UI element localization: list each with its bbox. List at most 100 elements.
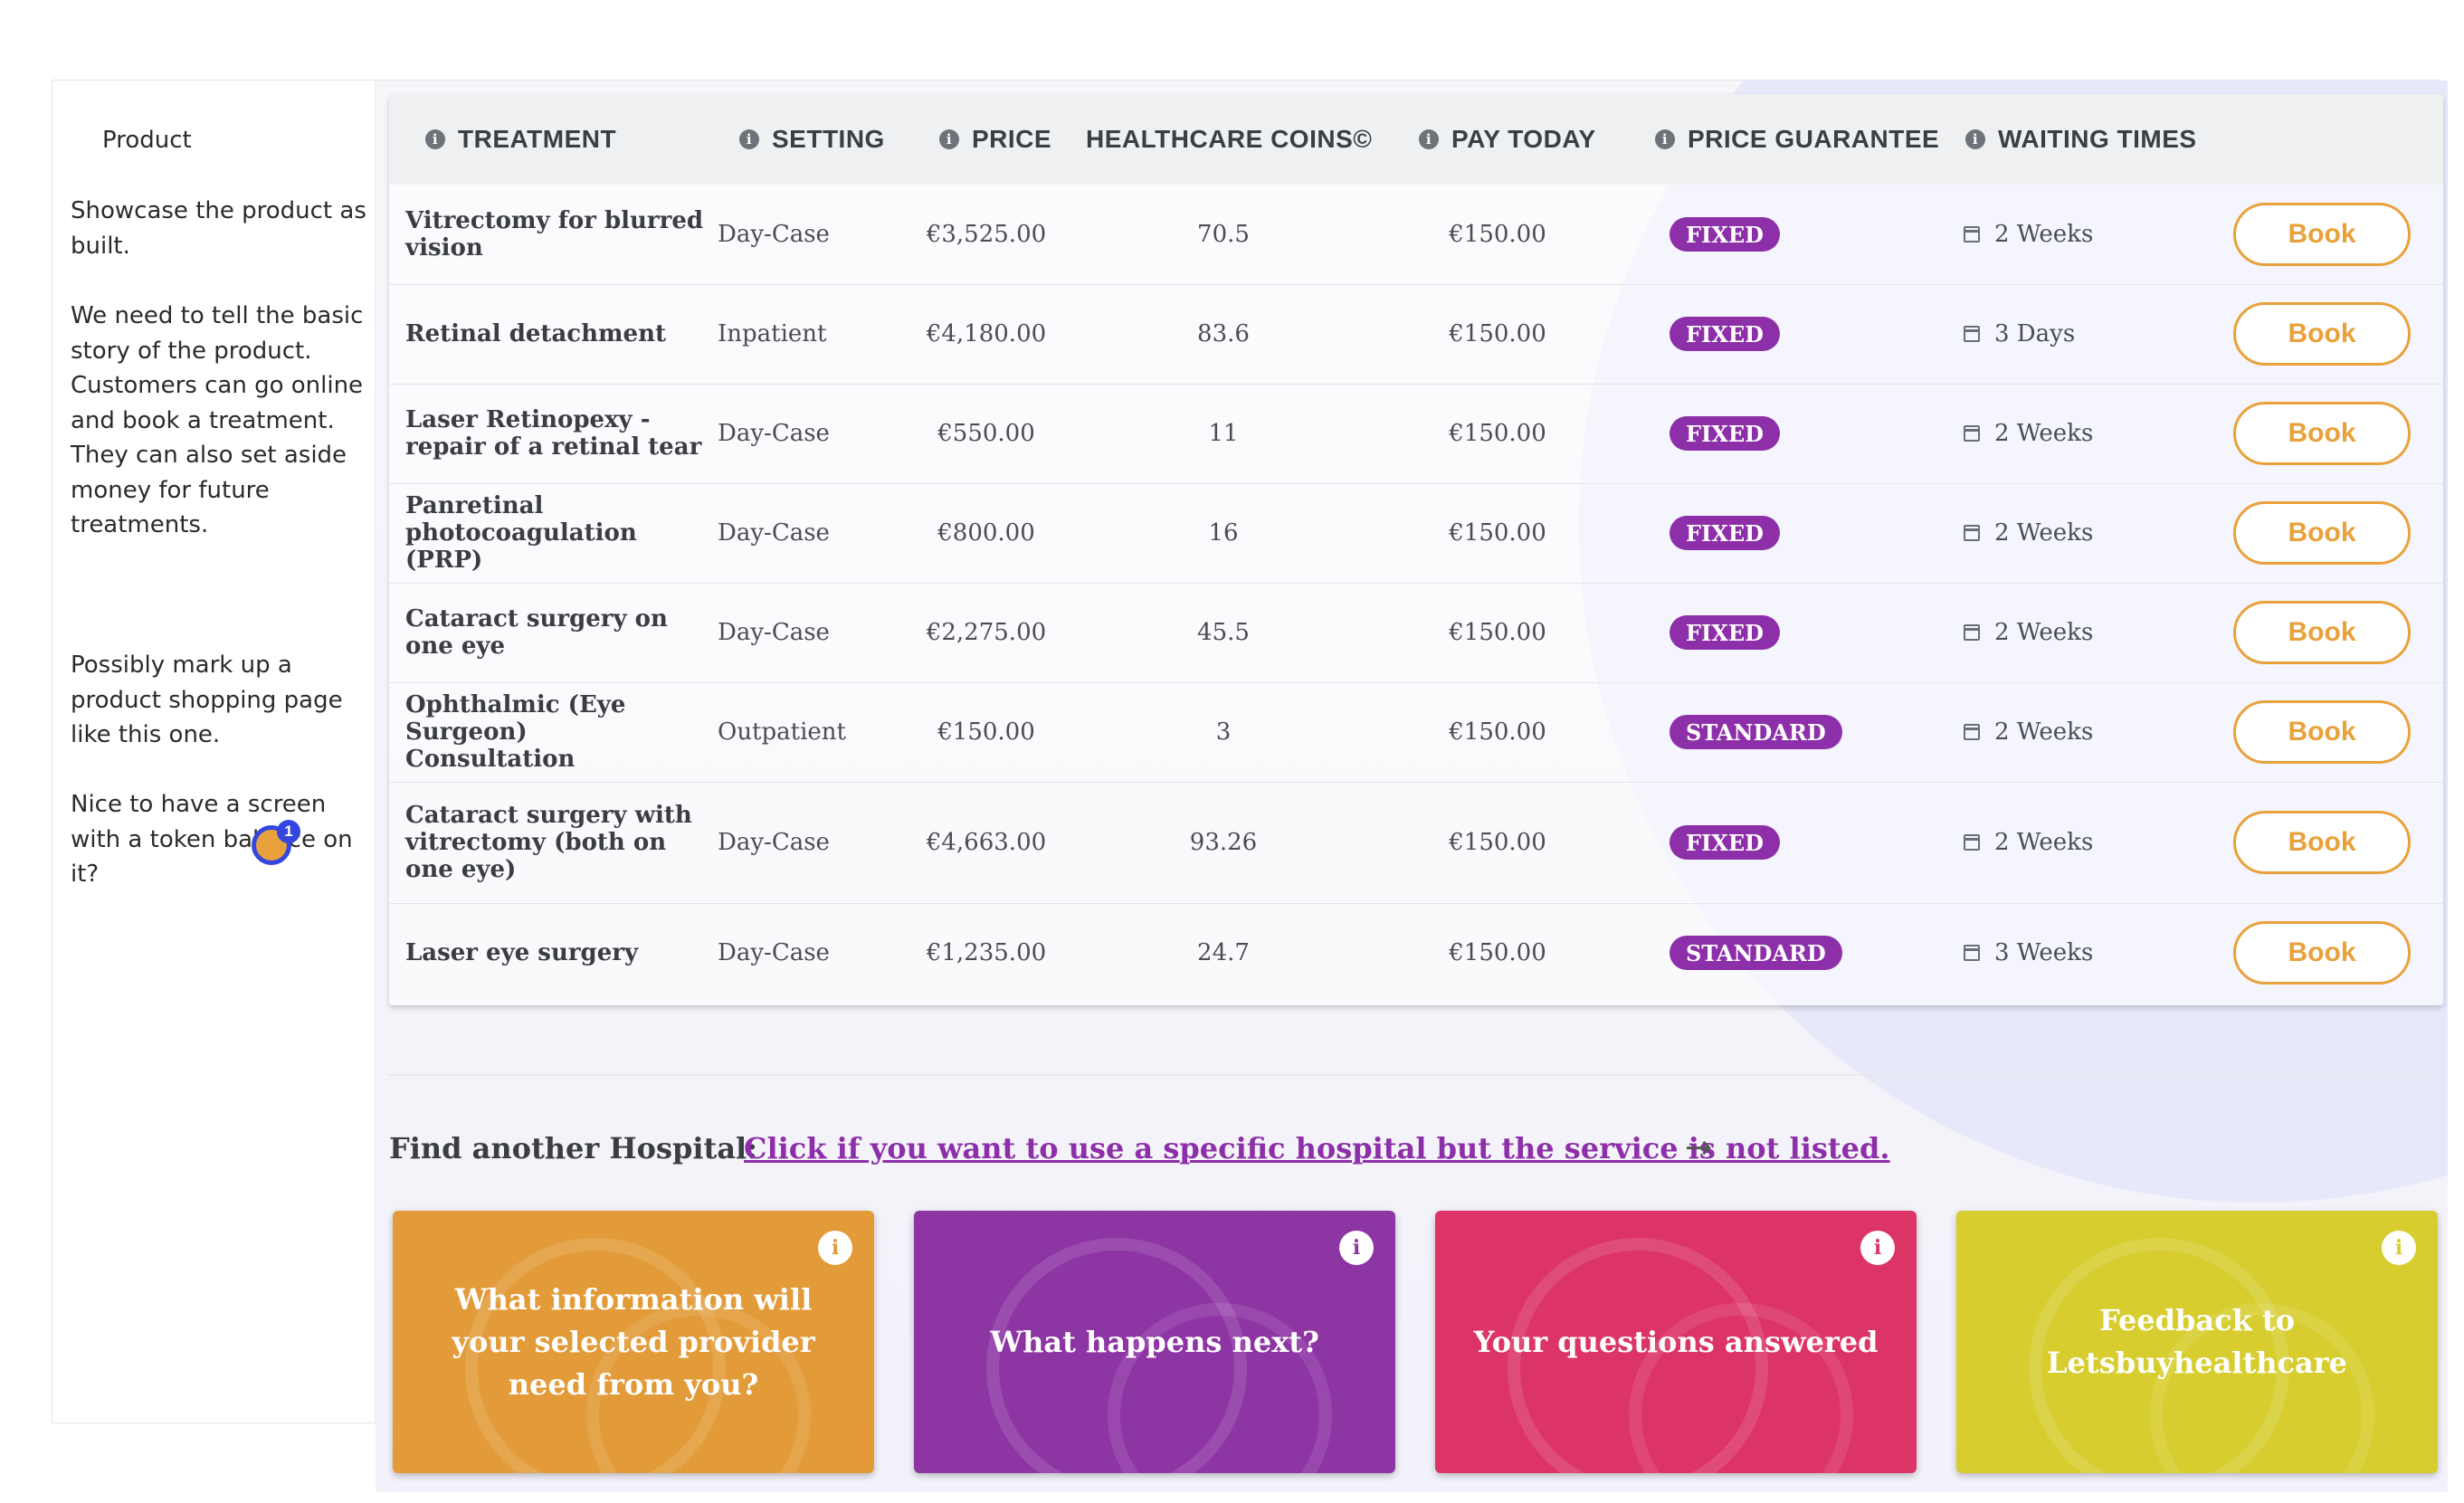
header-waiting-times[interactable]: i WAITING TIMES	[1965, 94, 2197, 185]
waiting-time-cell: 2 Weeks	[1964, 583, 2093, 682]
book-button[interactable]: Book	[2233, 811, 2411, 874]
notes-paragraph-1: Showcase the product as built.	[71, 197, 366, 260]
card-title: Feedback to Letsbuyhealthcare	[2047, 1303, 2347, 1380]
price-guarantee-badge: STANDARD	[1670, 715, 1842, 749]
setting-value: Day-Case	[718, 519, 830, 547]
pay-today-value: €150.00	[1449, 619, 1546, 646]
treatment-name: Panretinal photocoagulation (PRP)	[405, 492, 637, 574]
table-row	[389, 384, 2443, 484]
info-icon[interactable]: i	[1419, 129, 1439, 149]
price-value: €150.00	[937, 718, 1035, 746]
waiting-time-value: 2 Weeks	[1994, 519, 2094, 547]
card-title: What happens next?	[990, 1324, 1319, 1359]
pay-today-value: €150.00	[1449, 829, 1546, 856]
card-what-happens-next[interactable]: i What happens next?	[914, 1211, 1395, 1473]
book-button[interactable]: Book	[2233, 700, 2411, 764]
table-row	[389, 782, 2443, 904]
price-guarantee-cell: FIXED	[1670, 583, 1780, 682]
calendar-icon	[1964, 226, 1980, 243]
notes-title: Product	[102, 127, 192, 154]
book-button[interactable]: Book	[2233, 302, 2411, 366]
table-row	[389, 483, 2443, 584]
cursor-count-badge: 1	[277, 820, 300, 843]
info-icon[interactable]: i	[739, 129, 759, 149]
notes-panel	[52, 81, 376, 1422]
price-value: €4,180.00	[926, 320, 1047, 347]
card-provider-information[interactable]: i What information will your selected pr…	[393, 1211, 874, 1473]
header-price-guarantee[interactable]: i PRICE GUARANTEE	[1655, 94, 1939, 185]
waiting-time-value: 2 Weeks	[1994, 420, 2094, 447]
waiting-time-cell: 2 Weeks	[1964, 682, 2093, 782]
book-button[interactable]: Book	[2233, 501, 2411, 565]
waiting-time-value: 3 Days	[1994, 320, 2076, 347]
price-guarantee-cell: STANDARD	[1670, 903, 1842, 1003]
setting-value: Day-Case	[718, 221, 830, 248]
book-button[interactable]: Book	[2233, 203, 2411, 266]
pay-today-value: €150.00	[1449, 519, 1546, 547]
info-icon[interactable]: i	[1339, 1231, 1374, 1265]
book-button[interactable]: Book	[2233, 402, 2411, 465]
card-questions-answered[interactable]: i Your questions answered	[1435, 1211, 1917, 1473]
treatment-name: Cataract surgery on one eye	[405, 605, 668, 660]
card-feedback[interactable]: i Feedback to Letsbuyhealthcare	[1956, 1211, 2438, 1473]
header-treatment[interactable]: i TREATMENT	[425, 94, 616, 185]
table-row	[389, 903, 2443, 1004]
price-guarantee-cell: FIXED	[1670, 384, 1780, 483]
header-price[interactable]: i PRICE	[939, 94, 1051, 185]
info-icon[interactable]: i	[425, 129, 445, 149]
waiting-time-value: 2 Weeks	[1994, 718, 2094, 746]
price-guarantee-cell: STANDARD	[1670, 682, 1842, 782]
coins-value: 83.6	[1197, 320, 1250, 347]
price-guarantee-cell: FIXED	[1670, 185, 1780, 284]
price-guarantee-badge: STANDARD	[1670, 936, 1842, 970]
treatment-name: Laser Retinopexy - repair of a retinal t…	[405, 406, 702, 461]
info-icon[interactable]: i	[939, 129, 959, 149]
price-value: €4,663.00	[926, 829, 1047, 856]
setting-value: Day-Case	[718, 829, 830, 856]
info-icon[interactable]: i	[1860, 1231, 1895, 1265]
coins-value: 93.26	[1189, 829, 1258, 856]
waiting-time-cell: 2 Weeks	[1964, 782, 2093, 903]
card-title: Your questions answered	[1473, 1324, 1879, 1359]
coins-value: 24.7	[1197, 939, 1250, 966]
waiting-time-cell: 2 Weeks	[1964, 483, 2093, 583]
price-guarantee-badge: FIXED	[1670, 317, 1780, 351]
calendar-icon	[1964, 624, 1980, 641]
price-guarantee-badge: FIXED	[1670, 416, 1780, 451]
coins-value: 16	[1208, 519, 1239, 547]
card-title: What information will your selected prov…	[452, 1281, 815, 1402]
treatment-name: Cataract surgery with vitrectomy (both o…	[405, 802, 692, 883]
info-icon[interactable]: i	[1965, 129, 1985, 149]
waiting-time-value: 2 Weeks	[1994, 829, 2094, 856]
book-button[interactable]: Book	[2233, 921, 2411, 985]
setting-value: Day-Case	[718, 619, 830, 646]
notes-paragraph-3: Possibly mark up a product shopping page…	[71, 652, 343, 748]
waiting-time-value: 3 Weeks	[1994, 939, 2094, 966]
price-guarantee-cell: FIXED	[1670, 284, 1780, 384]
header-healthcare-coins: HEALTHCARE COINS©	[1086, 125, 1373, 153]
header-setting[interactable]: i SETTING	[739, 94, 885, 185]
info-icon[interactable]: i	[1655, 129, 1675, 149]
price-value: €800.00	[937, 519, 1035, 547]
treatment-name: Retinal detachment	[405, 320, 666, 347]
calendar-icon	[1964, 834, 1980, 851]
price-guarantee-badge: FIXED	[1670, 825, 1780, 860]
price-value: €550.00	[937, 420, 1035, 447]
calendar-icon	[1964, 525, 1980, 541]
arrow-right-icon[interactable]: →	[1685, 1129, 1713, 1166]
coins-value: 45.5	[1197, 619, 1250, 646]
calendar-icon	[1964, 945, 1980, 961]
find-hospital-link[interactable]: Click if you want to use a specific hosp…	[744, 1131, 1890, 1165]
setting-value: Day-Case	[718, 420, 830, 447]
coins-value: 3	[1215, 718, 1232, 746]
setting-value: Day-Case	[718, 939, 830, 966]
book-button[interactable]: Book	[2233, 601, 2411, 664]
info-icon[interactable]: i	[818, 1231, 852, 1265]
price-value: €2,275.00	[926, 619, 1047, 646]
header-pay-today[interactable]: i PAY TODAY	[1419, 94, 1596, 185]
treatments-table	[389, 94, 2443, 1005]
info-icon[interactable]: i	[2382, 1231, 2416, 1265]
coins-value: 11	[1208, 420, 1239, 447]
price-guarantee-cell: FIXED	[1670, 483, 1780, 583]
treatment-name: Vitrectomy for blurred vision	[405, 207, 704, 262]
